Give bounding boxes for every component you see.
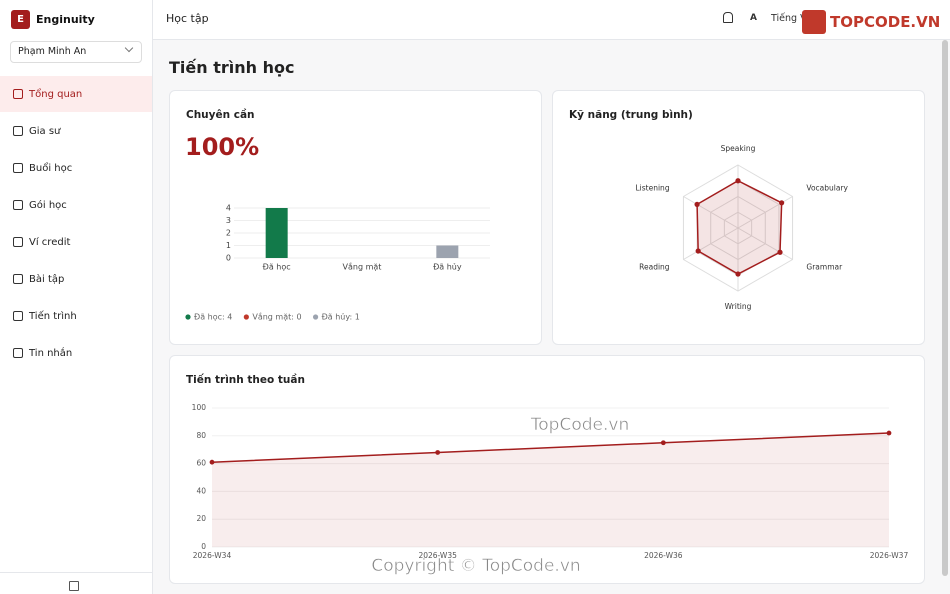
nav-icon <box>13 89 23 99</box>
nav-label: Gia sư <box>29 125 61 137</box>
line-point <box>435 450 441 455</box>
watermark: Copyright © TopCode.vn <box>371 556 580 576</box>
bar <box>265 208 288 258</box>
nav-icon <box>13 311 23 321</box>
x-tick-label: Đã học <box>263 263 291 272</box>
radar-label: Reading <box>639 263 670 272</box>
radar-label: Listening <box>636 184 670 193</box>
nav-item[interactable]: Tin nhắn <box>0 335 152 371</box>
radar-label: Vocabulary <box>806 184 848 193</box>
y-tick-label: 4 <box>226 204 231 213</box>
legend-dot <box>312 314 319 320</box>
radar-spoke <box>683 196 739 229</box>
radar-spoke <box>737 227 793 260</box>
nav-item[interactable]: Buổi học <box>0 150 152 186</box>
nav-label: Bài tập <box>29 273 65 285</box>
radar-point <box>735 178 741 184</box>
nav-icon <box>13 237 23 247</box>
language[interactable]: Tiếng Việt <box>771 13 819 24</box>
y-tick-label: 40 <box>196 486 206 495</box>
nav-label: Tiến trình <box>29 310 77 322</box>
legend-label: Vắng mặt: 0 <box>252 312 301 323</box>
nav-label: Tin nhắn <box>29 347 73 359</box>
y-tick-label: 100 <box>192 403 207 412</box>
nav-label: Tổng quan <box>29 88 83 100</box>
scrollbar[interactable] <box>942 40 948 576</box>
watermark-logo: TOPCODE.VN <box>802 8 942 36</box>
logo: E <box>11 10 30 29</box>
user-select[interactable]: Phạm Minh An <box>10 41 142 63</box>
nav-icon <box>13 126 23 136</box>
sidebar: E Enginuity Phạm Minh An Tổng quan Gia sư… <box>0 0 153 594</box>
legend-label: Đã hủy: 1 <box>322 312 360 322</box>
y-tick-label: 0 <box>201 542 206 551</box>
watermark-text: TOPCODE.VN <box>830 13 941 31</box>
nav-icon <box>13 348 23 358</box>
radar-point <box>779 200 785 206</box>
collapse-button[interactable] <box>69 581 79 591</box>
legend-dot <box>185 314 191 320</box>
y-tick-label: 60 <box>196 459 206 468</box>
nav-icon <box>13 163 23 173</box>
attendance-card: Chuyên cần 100% <box>169 90 542 345</box>
nav-item[interactable]: Ví credit <box>0 224 152 260</box>
nav-label: Gói học <box>29 199 67 211</box>
nav-item[interactable]: Bài tập <box>0 261 152 297</box>
radar-label: Grammar <box>806 263 843 272</box>
user-name: Phạm Minh An <box>18 46 87 57</box>
x-tick-label: 2026-W37 <box>870 551 909 560</box>
nav-item[interactable]: Tổng quan <box>0 76 152 112</box>
page-title: Tiến trình học <box>169 58 295 77</box>
y-tick-label: 20 <box>196 514 206 523</box>
line-point <box>660 440 666 446</box>
bar <box>436 245 459 258</box>
nav-label: Buổi học <box>29 162 73 174</box>
y-tick-label: 1 <box>226 241 231 250</box>
card-title: Kỹ năng (trung bình) <box>569 109 693 121</box>
x-tick-label: 2026-W34 <box>193 551 232 560</box>
nav-item[interactable]: Tiến trình <box>0 298 152 334</box>
nav-label: Ví credit <box>29 236 71 248</box>
radar-label: Speaking <box>721 144 756 153</box>
radar-area <box>696 179 783 275</box>
nav-icon <box>13 200 23 210</box>
radar-point <box>694 201 700 207</box>
legend-dot <box>243 314 249 320</box>
y-tick-label: 80 <box>196 431 206 440</box>
card-title: Tiến trình theo tuần <box>186 374 305 386</box>
brand: Enginuity <box>36 13 95 26</box>
radar-point <box>695 248 701 254</box>
x-tick-label: Đã hủy <box>433 262 462 272</box>
legend-label: Đã học: 4 <box>194 313 232 322</box>
attendance-percent: 100% <box>185 133 260 161</box>
header-title: Học tập <box>166 12 209 25</box>
nav-item[interactable]: Gói học <box>0 187 152 223</box>
divider <box>0 572 152 573</box>
line <box>211 432 890 463</box>
bell-icon[interactable] <box>723 12 733 23</box>
radar-spoke <box>683 227 739 260</box>
radar-point <box>777 249 783 255</box>
y-tick-label: 0 <box>226 254 231 263</box>
x-tick-label: 2026-W36 <box>644 551 683 560</box>
y-tick-label: 2 <box>226 229 231 238</box>
x-tick-label: Vắng mặt <box>343 262 382 273</box>
translate-icon[interactable]: A <box>750 13 757 23</box>
card-title: Chuyên cần <box>186 109 255 121</box>
y-tick-label: 3 <box>226 216 231 225</box>
watermark-icon <box>802 10 826 34</box>
radar-point <box>735 271 741 277</box>
line-point <box>886 430 892 436</box>
nav-item[interactable]: Gia sư <box>0 113 152 149</box>
line-point <box>209 459 215 465</box>
nav-icon <box>13 274 23 284</box>
line-area <box>212 433 889 547</box>
x-tick-label: 2026-W35 <box>418 551 457 560</box>
watermark: TopCode.vn <box>530 415 629 435</box>
weekly-card: Tiến trình theo tuần <box>169 355 925 584</box>
radar-label: Writing <box>725 302 752 311</box>
